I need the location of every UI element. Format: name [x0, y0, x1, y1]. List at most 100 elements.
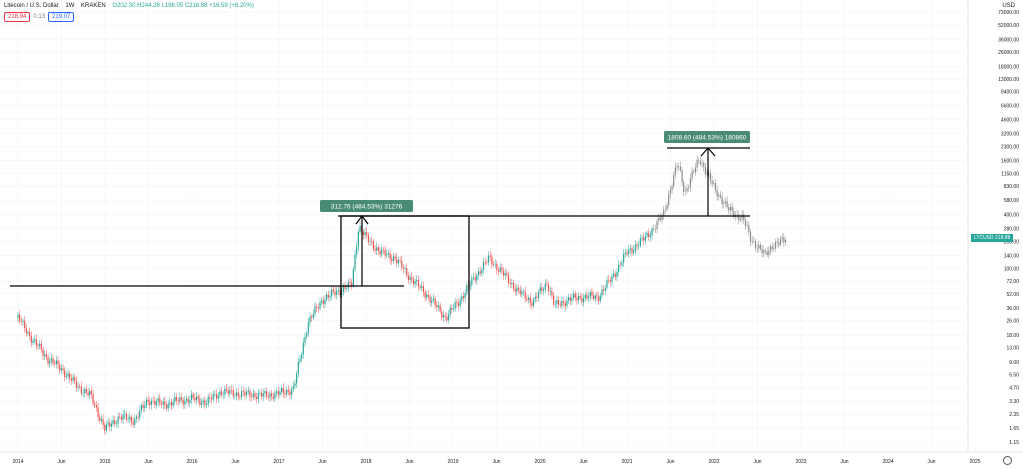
candle-body — [573, 293, 575, 299]
candle-body — [199, 398, 201, 405]
candle-body — [314, 306, 316, 314]
candle-body — [129, 416, 131, 420]
candle-body — [387, 253, 390, 255]
candle-body — [596, 295, 598, 297]
candle-body — [644, 236, 646, 241]
candle-body — [532, 299, 535, 306]
candle-body — [326, 294, 328, 300]
candle-body — [502, 270, 505, 276]
candle-body — [219, 391, 221, 396]
time-tick: Jun — [57, 459, 65, 465]
time-tick: Jun — [927, 459, 935, 465]
candle-body — [669, 189, 671, 195]
candle-body — [693, 171, 695, 173]
candle-body — [733, 210, 735, 217]
candle-body — [701, 163, 703, 165]
candle-body — [446, 316, 448, 321]
time-tick: 2025 — [969, 459, 980, 465]
time-axis[interactable]: 2014 Jun 2015 Jun 2016 Jun 2017 Jun 2018 Jun 2019 J… — [12, 459, 980, 465]
buy-button[interactable]: 219.07 — [48, 12, 75, 22]
price-tick: 830.00 — [1004, 184, 1020, 190]
price-tick: 26.00 — [1006, 319, 1019, 325]
candle-body — [639, 238, 641, 246]
settings-icon[interactable] — [1003, 456, 1012, 465]
symbol-name[interactable]: Litecoin / U.S. Dollar — [4, 3, 59, 9]
interval-label[interactable]: 1W — [65, 3, 75, 9]
candle-body — [87, 392, 89, 396]
candle-body — [549, 291, 551, 292]
candle-body — [753, 240, 755, 242]
candle-body — [479, 271, 481, 274]
candles — [17, 155, 787, 435]
candle-body — [137, 416, 139, 418]
candle-body — [744, 219, 747, 226]
candle-body — [674, 167, 676, 176]
candle-body — [552, 295, 555, 305]
candle-body — [556, 300, 558, 305]
candle-body — [417, 279, 420, 287]
price-tick: 9400.00 — [1001, 90, 1019, 96]
time-tick: 2020 — [534, 459, 545, 465]
candle-body — [504, 273, 506, 276]
candle-body — [663, 209, 665, 216]
price-axis[interactable]: 73000.00 52000.00 36000.00 26000.00 18000.00… — [998, 10, 1019, 446]
candle-body — [399, 260, 401, 261]
candle-body — [347, 282, 349, 289]
candle-body — [379, 251, 381, 255]
candle-body — [254, 393, 256, 398]
time-tick: Jun — [579, 459, 587, 465]
candle-body — [603, 289, 605, 291]
candle-body — [82, 392, 84, 394]
candle-body — [69, 373, 71, 379]
time-tick: 2023 — [795, 459, 806, 465]
candle-body — [215, 393, 218, 399]
candle-body — [471, 277, 473, 285]
candle-body — [244, 391, 246, 396]
time-tick: Jun — [840, 459, 848, 465]
candle-body — [754, 241, 757, 248]
candle-body — [716, 189, 718, 197]
candle-body — [641, 237, 643, 239]
candle-body — [70, 378, 72, 381]
candle-body — [17, 314, 19, 318]
candle-body — [516, 287, 518, 292]
candle-body — [459, 300, 461, 306]
candle-body — [719, 195, 722, 198]
candle-body — [586, 294, 588, 299]
candle-body — [214, 393, 216, 395]
candle-body — [487, 255, 490, 263]
candle-body — [297, 361, 299, 374]
currency-text: USD — [1002, 3, 1015, 9]
sell-button[interactable]: 218.94 — [4, 12, 31, 22]
time-tick: 2021 — [621, 459, 632, 465]
candle-body — [312, 313, 314, 318]
currency-label[interactable]: USD — [1002, 3, 1015, 10]
candle-body — [472, 277, 475, 278]
time-tick: 2019 — [447, 459, 458, 465]
candle-body — [67, 373, 69, 377]
candle-body — [245, 391, 248, 396]
candle-body — [427, 294, 430, 297]
candle-body — [683, 182, 685, 192]
candle-body — [372, 241, 374, 249]
candle-body — [718, 195, 720, 197]
candle-body — [402, 267, 405, 269]
candle-body — [139, 410, 141, 418]
candle-body — [154, 400, 156, 406]
candle-body — [50, 358, 52, 362]
candle-body — [227, 390, 229, 394]
candle-body — [738, 214, 740, 221]
candle-body — [764, 250, 767, 252]
candle-body — [758, 244, 760, 249]
candle-body — [444, 315, 446, 317]
candle-body — [159, 398, 161, 404]
candle-body — [731, 206, 733, 211]
exchange-label: KRAKEN — [81, 3, 106, 9]
candle-body — [396, 258, 398, 264]
candle-body — [240, 391, 243, 398]
candle-body — [92, 394, 94, 404]
candle-body — [583, 297, 585, 303]
candle-body — [431, 300, 433, 303]
candle-body — [613, 274, 615, 277]
